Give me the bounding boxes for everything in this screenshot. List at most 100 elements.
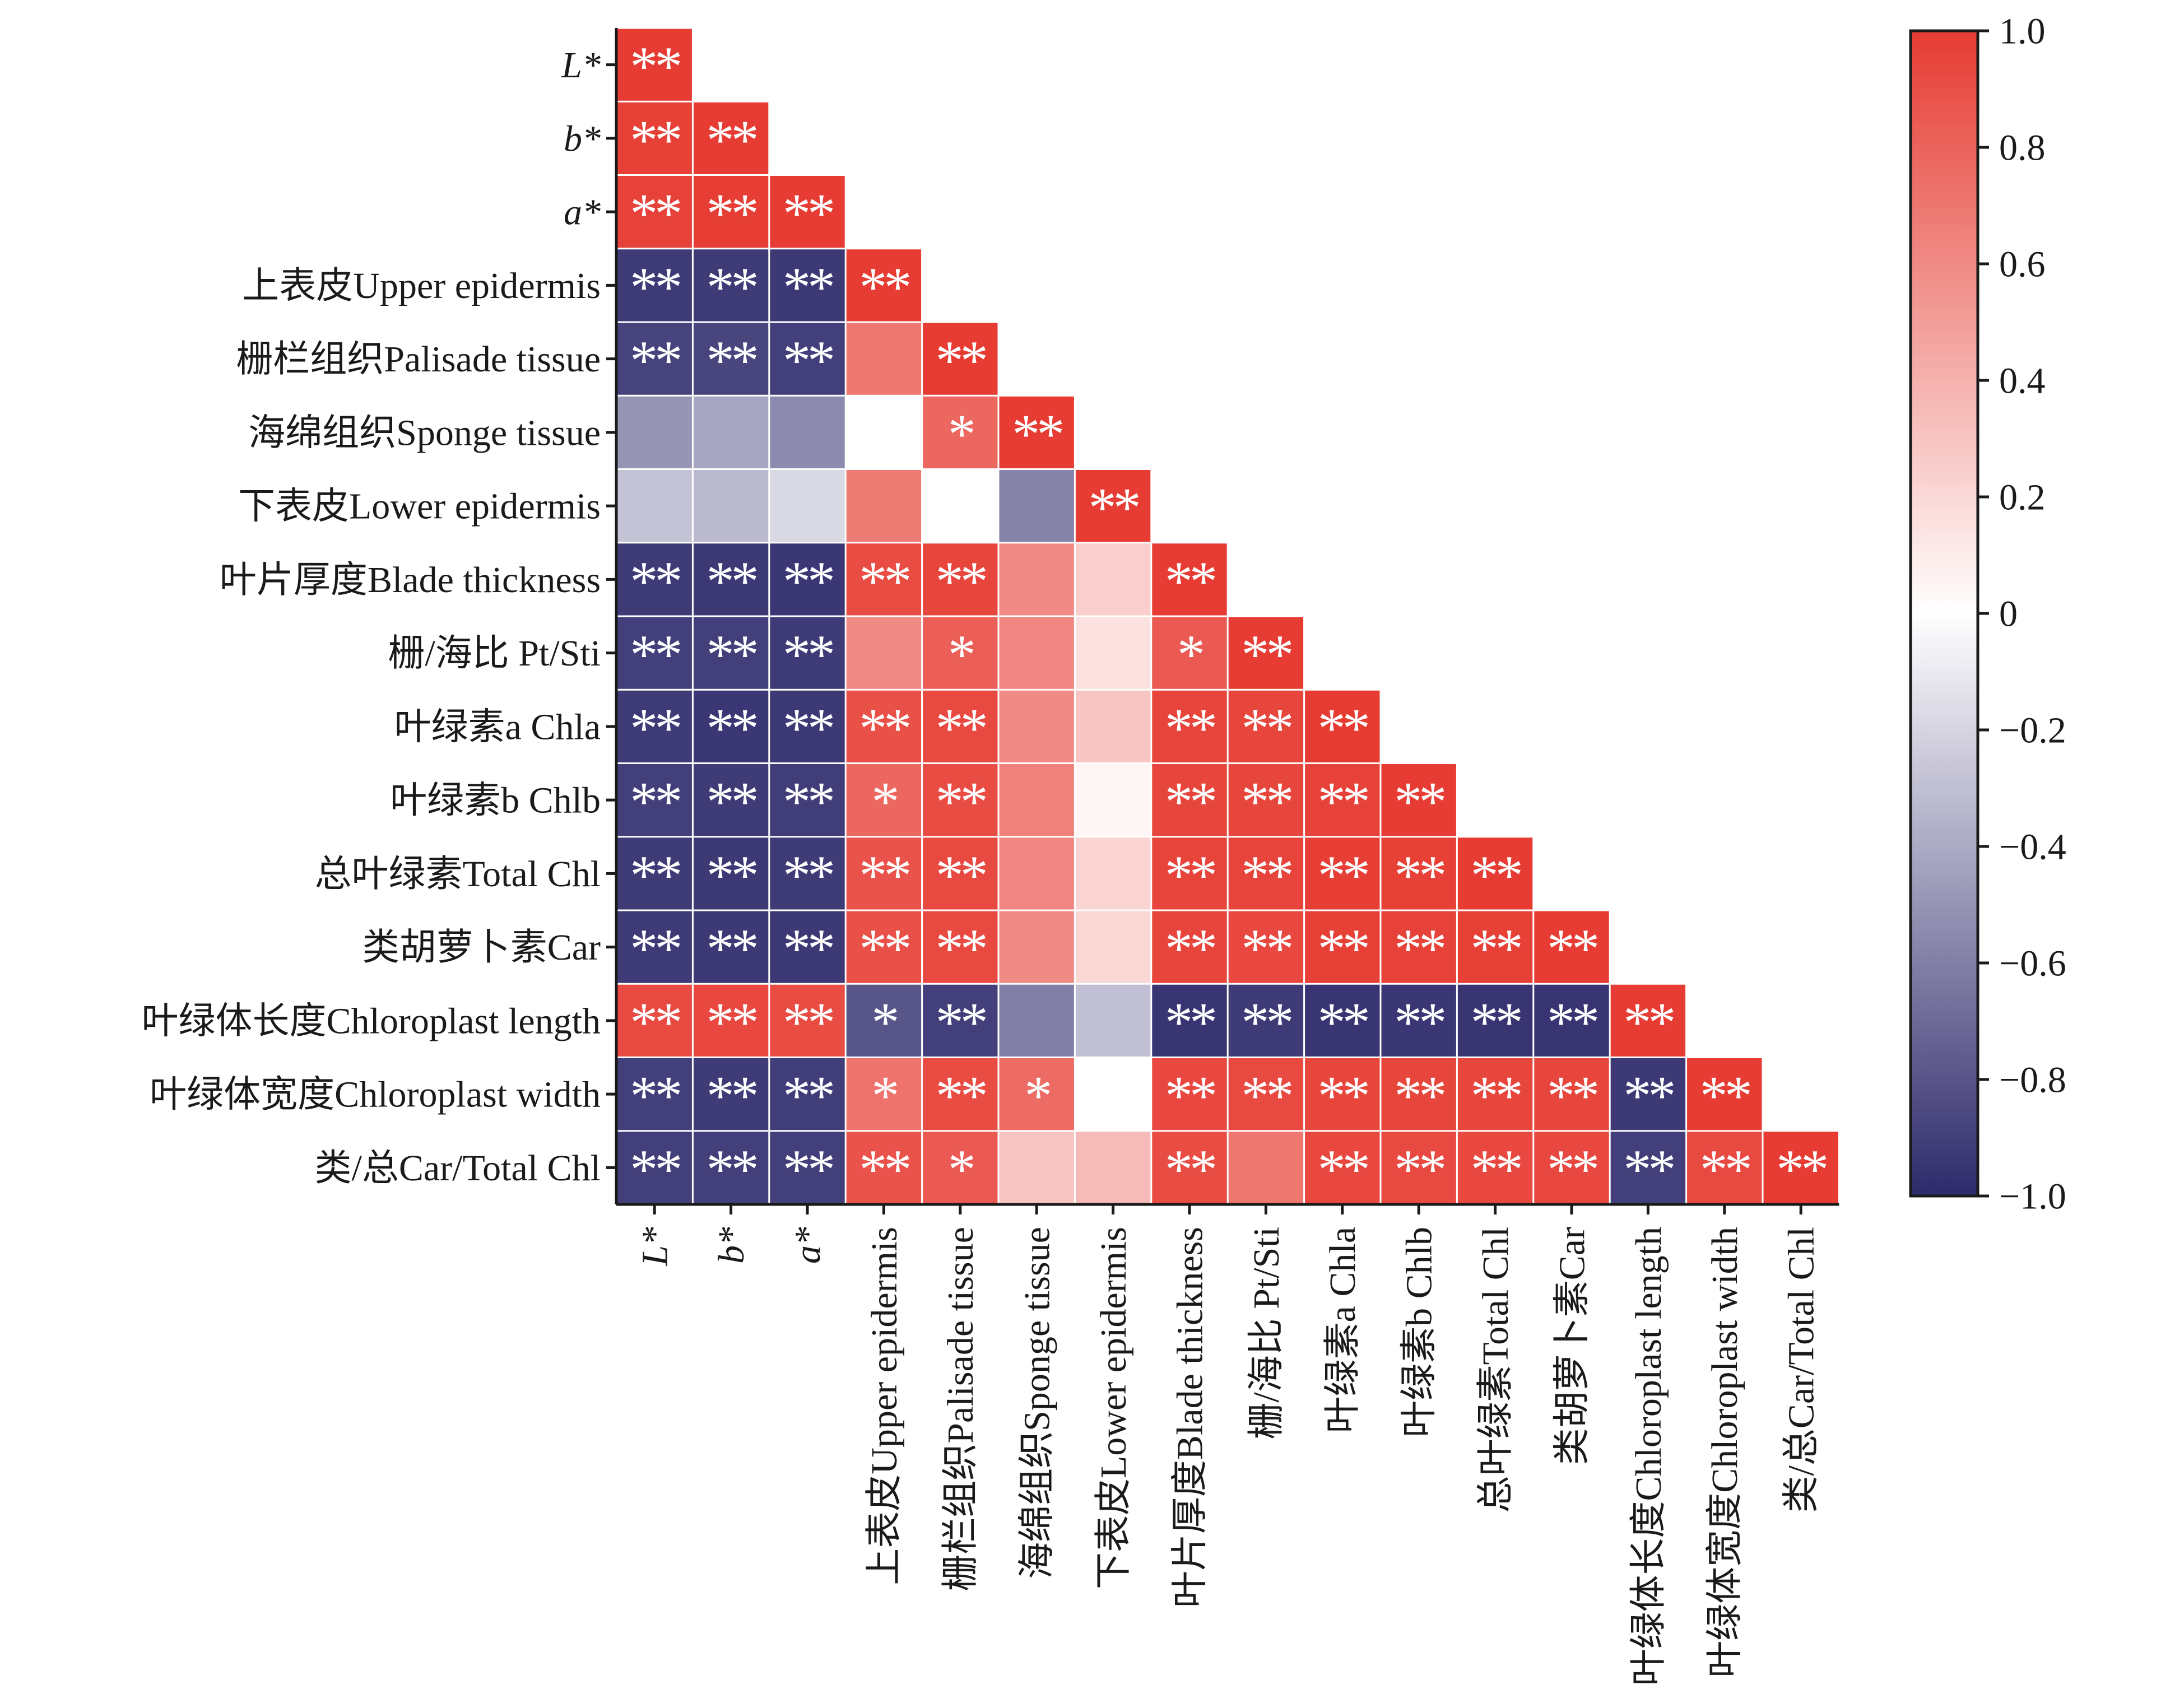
- significance-marker-r2-c1: **: [707, 182, 757, 244]
- row-label-3: 上表皮Upper epidermis: [242, 266, 601, 306]
- heatmap-cell-r5-c1: [693, 396, 769, 468]
- heatmap-cell-r15-c13: [1610, 1132, 1686, 1204]
- heatmap-cell-r3-c1: [693, 249, 769, 322]
- heatmap-cell-r4-c1: [693, 323, 769, 395]
- significance-marker-r9-c0: **: [630, 697, 680, 759]
- heatmap-cell-r13-c9: [1305, 984, 1380, 1057]
- heatmap-cell-r13-c4: [923, 984, 998, 1057]
- heatmap-cell-r13-c3: [846, 984, 922, 1057]
- significance-marker-r14-c1: **: [707, 1064, 757, 1127]
- heatmap-cell-r1-c1: [693, 102, 769, 174]
- heatmap-cell-r12-c12: [1534, 911, 1609, 983]
- significance-marker-r14-c9: **: [1318, 1064, 1368, 1127]
- heatmap-cell-r12-c10: [1381, 911, 1456, 983]
- heatmap-cell-r6-c5: [999, 470, 1074, 542]
- significance-marker-r8-c7: *: [1177, 623, 1203, 686]
- significance-marker-r11-c1: **: [707, 844, 757, 906]
- row-label-11: 总叶绿素Total Chl: [314, 854, 601, 895]
- significance-marker-r7-c1: **: [707, 550, 757, 612]
- heatmap-cell-r9-c9: [1305, 690, 1380, 762]
- column-label-10: 叶绿素b Chlb: [1399, 1227, 1440, 1437]
- significance-marker-r15-c15: **: [1776, 1138, 1827, 1200]
- heatmap-cell-r13-c12: [1534, 984, 1609, 1057]
- column-label-7: 叶片厚度Blade thickness: [1169, 1227, 1210, 1608]
- heatmap-cell-r12-c3: [846, 911, 922, 983]
- significance-marker-r10-c3: *: [871, 770, 897, 832]
- column-label-3: 上表皮Upper epidermis: [864, 1227, 905, 1585]
- heatmap-cell-r11-c3: [846, 837, 922, 910]
- significance-marker-r9-c4: **: [936, 697, 986, 759]
- significance-marker-r14-c5: *: [1024, 1064, 1050, 1127]
- significance-marker-r15-c4: *: [948, 1138, 974, 1200]
- heatmap-cell-r14-c13: [1610, 1058, 1686, 1130]
- row-labels: L* b* a* 上表皮Upper epidermis 栅栏组织Palisade tis…: [142, 45, 601, 1189]
- column-label-1: b*: [711, 1227, 752, 1264]
- heatmap-cell-r6-c2: [770, 470, 845, 542]
- heatmap-cell-r12-c9: [1305, 911, 1380, 983]
- significance-marker-r14-c11: **: [1471, 1064, 1521, 1127]
- heatmap-cell-r15-c6: [1075, 1132, 1151, 1204]
- colorbar-tick-label-2: 0.6: [1999, 244, 2046, 285]
- heatmap-cell-r13-c6: [1075, 984, 1151, 1057]
- row-label-1: b*: [564, 118, 601, 159]
- significance-marker-r14-c10: **: [1394, 1064, 1444, 1127]
- column-label-6: 下表皮Lower epidermis: [1093, 1227, 1134, 1589]
- significance-marker-r7-c2: **: [783, 550, 833, 612]
- heatmap-cell-r11-c4: [923, 837, 998, 910]
- heatmap-axes: [606, 28, 1839, 1214]
- row-label-0: L*: [561, 45, 601, 86]
- heatmap-cell-r14-c14: [1687, 1058, 1762, 1130]
- significance-marker-r14-c12: **: [1547, 1064, 1597, 1127]
- column-label-13: 叶绿体长度Chloroplast length: [1628, 1227, 1669, 1686]
- row-label-12: 类胡萝卜素Car: [363, 927, 601, 968]
- heatmap-cell-r15-c9: [1305, 1132, 1380, 1204]
- heatmap-cell-r0-c0: [617, 29, 692, 101]
- significance-marker-r15-c13: **: [1623, 1138, 1674, 1200]
- significance-marker-r14-c3: *: [871, 1064, 897, 1127]
- column-label-5: 海绵组织Sponge tissue: [1017, 1227, 1058, 1579]
- significance-marker-r6-c6: **: [1089, 476, 1139, 538]
- significance-marker-r9-c3: **: [859, 697, 909, 759]
- heatmap-cell-r8-c0: [617, 617, 692, 689]
- heatmap-cell-r7-c6: [1075, 543, 1151, 616]
- heatmap-cell-r8-c4: [923, 617, 998, 689]
- significance-marker-r7-c0: **: [630, 550, 680, 612]
- significance-marker-r8-c8: **: [1241, 623, 1291, 686]
- heatmap-cell-r11-c6: [1075, 837, 1151, 910]
- significance-marker-r7-c7: **: [1165, 550, 1215, 612]
- heatmap-cell-r8-c3: [846, 617, 922, 689]
- heatmap-cell-r2-c0: [617, 176, 692, 248]
- column-label-0: L*: [635, 1227, 676, 1267]
- significance-marker-r3-c1: **: [707, 255, 757, 318]
- colorbar-tick-label-5: 0: [1999, 593, 2018, 634]
- heatmap-cell-r13-c10: [1381, 984, 1456, 1057]
- heatmap-cell-r12-c0: [617, 911, 692, 983]
- heatmap-cell-r7-c4: [923, 543, 998, 616]
- heatmap-cell-r14-c12: [1534, 1058, 1609, 1130]
- heatmap-cells: [617, 29, 1838, 1204]
- heatmap-cell-r10-c10: [1381, 764, 1456, 836]
- significance-marker-r4-c2: **: [783, 329, 833, 392]
- heatmap-cell-r5-c5: [999, 396, 1074, 468]
- significance-marker-r12-c8: **: [1241, 918, 1291, 980]
- significance-marker-r11-c0: **: [630, 844, 680, 906]
- significance-marker-r11-c9: **: [1318, 844, 1368, 906]
- heatmap-cell-r4-c4: [923, 323, 998, 395]
- significance-marker-r15-c14: **: [1700, 1138, 1750, 1200]
- significance-marker-r13-c9: **: [1318, 991, 1368, 1053]
- heatmap-cell-r3-c0: [617, 249, 692, 322]
- heatmap-cell-r3-c3: [846, 249, 922, 322]
- heatmap-cell-r9-c2: [770, 690, 845, 762]
- heatmap-cell-r10-c4: [923, 764, 998, 836]
- significance-marker-r10-c8: **: [1241, 770, 1291, 832]
- significance-marker-r10-c9: **: [1318, 770, 1368, 832]
- row-label-4: 栅栏组织Palisade tissue: [236, 339, 601, 380]
- heatmap-cell-r15-c7: [1152, 1132, 1227, 1204]
- heatmap-cell-r15-c10: [1381, 1132, 1456, 1204]
- significance-marker-r14-c14: **: [1700, 1064, 1750, 1127]
- column-label-15: 类/总Car/Total Chl: [1781, 1227, 1822, 1513]
- significance-marker-r12-c4: **: [936, 918, 986, 980]
- column-label-4: 栅栏组织Palisade tissue: [940, 1227, 981, 1591]
- heatmap-cell-r15-c11: [1457, 1132, 1533, 1204]
- heatmap-cell-r7-c7: [1152, 543, 1227, 616]
